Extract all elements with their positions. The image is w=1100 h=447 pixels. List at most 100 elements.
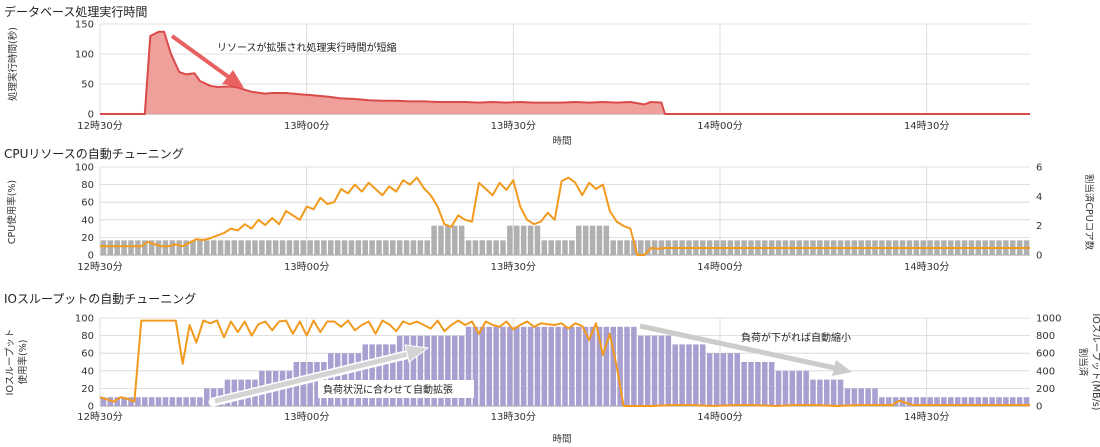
bar xyxy=(796,370,802,406)
bar xyxy=(603,225,610,255)
x-tick-label: 12時30分 xyxy=(77,411,122,423)
bar xyxy=(155,240,162,255)
bar xyxy=(624,326,630,406)
bar xyxy=(1010,397,1016,406)
bar xyxy=(486,326,492,406)
bar xyxy=(390,344,396,406)
bar xyxy=(148,240,155,255)
bar xyxy=(582,225,589,255)
bar xyxy=(486,240,492,255)
bar xyxy=(190,240,196,255)
bar xyxy=(644,335,651,406)
usage-line xyxy=(99,319,1030,407)
bar xyxy=(314,362,320,406)
bar xyxy=(651,335,658,406)
annotation-resource-expanded: リソースが拡張され処理実行時間が短縮 xyxy=(217,41,397,54)
bar xyxy=(1003,397,1009,406)
bar xyxy=(768,362,775,406)
bar xyxy=(121,240,127,255)
bar xyxy=(927,397,933,406)
y-tick-label: 100 xyxy=(75,314,94,325)
bar xyxy=(913,397,920,406)
x-tick-label: 13時00分 xyxy=(284,261,329,273)
bar xyxy=(217,240,224,255)
bar xyxy=(286,240,293,255)
bar xyxy=(589,225,596,255)
bar xyxy=(128,240,134,255)
bar xyxy=(438,225,444,255)
x-tick-label: 13時00分 xyxy=(284,120,329,132)
bar xyxy=(431,335,437,406)
bar xyxy=(190,397,196,406)
bar xyxy=(527,326,534,406)
bar xyxy=(617,240,623,255)
bar xyxy=(507,225,513,255)
bar xyxy=(155,397,162,406)
bar xyxy=(107,240,114,255)
bar xyxy=(445,335,451,406)
bar xyxy=(148,397,155,406)
bar xyxy=(169,397,176,406)
bar xyxy=(727,353,734,406)
y-tick-label: 80 xyxy=(81,180,94,191)
y-tick-label: 100 xyxy=(75,50,94,61)
bar xyxy=(582,326,589,406)
bar xyxy=(210,388,217,406)
y-tick-label: 20 xyxy=(81,384,94,395)
bar xyxy=(286,370,293,406)
y-axis-label-line1: IOスループット xyxy=(5,329,16,396)
bar xyxy=(272,240,279,255)
bar xyxy=(355,240,362,255)
x-tick-label: 14時00分 xyxy=(697,411,742,423)
bar xyxy=(569,326,575,406)
bar xyxy=(479,326,486,406)
bar xyxy=(348,353,355,406)
bar xyxy=(631,240,637,255)
bar xyxy=(961,397,968,406)
bar xyxy=(638,240,644,255)
bar xyxy=(941,397,947,406)
bar xyxy=(686,344,692,406)
bar xyxy=(383,344,389,406)
y-tick-label: 60 xyxy=(81,198,94,209)
bar xyxy=(403,240,410,255)
bar xyxy=(638,335,644,406)
bar xyxy=(534,326,541,406)
bar xyxy=(1016,397,1023,406)
bar xyxy=(142,397,148,406)
bar xyxy=(410,335,417,406)
bar xyxy=(472,326,479,406)
arrow-shaft xyxy=(214,350,413,404)
bar xyxy=(458,335,465,406)
bar xyxy=(266,240,272,255)
panel-title: データベース処理実行時間 xyxy=(4,4,147,19)
arrow-shaft xyxy=(639,323,836,371)
bar xyxy=(934,397,940,406)
bar xyxy=(507,326,513,406)
bar xyxy=(520,326,527,406)
bar xyxy=(307,240,313,255)
bar xyxy=(782,370,789,406)
y-tick-label: 20 xyxy=(81,233,94,244)
x-tick-label: 14時30分 xyxy=(904,261,949,273)
arrow-head xyxy=(222,70,244,88)
bar xyxy=(562,240,568,255)
bar xyxy=(954,397,961,406)
bar xyxy=(762,362,768,406)
bar xyxy=(438,335,444,406)
annotation-bg xyxy=(318,380,474,398)
bar xyxy=(341,353,348,406)
bar xyxy=(238,240,244,255)
y-axis-label: CPU使用率(%) xyxy=(6,180,18,244)
y2-tick-label: 0 xyxy=(1036,402,1042,413)
bar xyxy=(610,240,616,255)
bar xyxy=(362,344,368,406)
bar xyxy=(817,379,823,406)
bar xyxy=(245,240,251,255)
bar xyxy=(500,326,506,406)
x-tick-label: 13時30分 xyxy=(491,120,536,132)
usage-line xyxy=(100,176,1030,256)
bar xyxy=(369,344,375,406)
bar xyxy=(693,344,699,406)
